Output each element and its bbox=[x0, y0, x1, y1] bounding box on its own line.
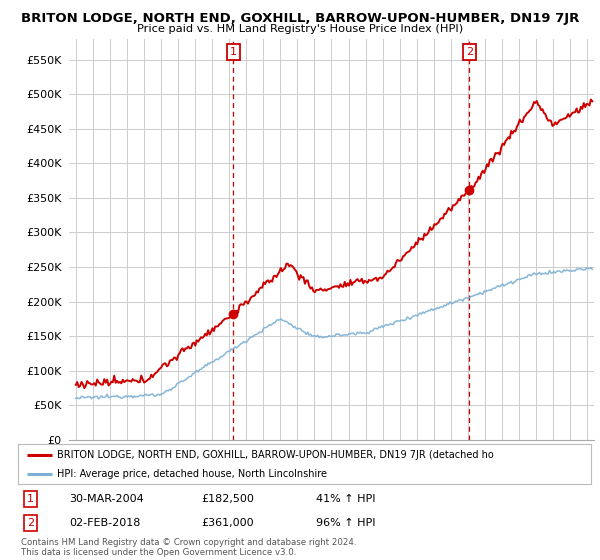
Text: £182,500: £182,500 bbox=[202, 494, 254, 503]
Text: 2: 2 bbox=[466, 47, 473, 57]
Text: Price paid vs. HM Land Registry's House Price Index (HPI): Price paid vs. HM Land Registry's House … bbox=[137, 24, 463, 34]
Text: BRITON LODGE, NORTH END, GOXHILL, BARROW-UPON-HUMBER, DN19 7JR (detached ho: BRITON LODGE, NORTH END, GOXHILL, BARROW… bbox=[57, 450, 494, 460]
Text: 1: 1 bbox=[27, 494, 34, 503]
Text: Contains HM Land Registry data © Crown copyright and database right 2024.
This d: Contains HM Land Registry data © Crown c… bbox=[21, 538, 356, 557]
Text: BRITON LODGE, NORTH END, GOXHILL, BARROW-UPON-HUMBER, DN19 7JR: BRITON LODGE, NORTH END, GOXHILL, BARROW… bbox=[21, 12, 579, 25]
Text: 96% ↑ HPI: 96% ↑ HPI bbox=[316, 518, 376, 528]
Text: 1: 1 bbox=[230, 47, 237, 57]
Text: 02-FEB-2018: 02-FEB-2018 bbox=[70, 518, 141, 528]
Text: £361,000: £361,000 bbox=[202, 518, 254, 528]
Text: HPI: Average price, detached house, North Lincolnshire: HPI: Average price, detached house, Nort… bbox=[57, 469, 327, 478]
Text: 30-MAR-2004: 30-MAR-2004 bbox=[70, 494, 145, 503]
Text: 41% ↑ HPI: 41% ↑ HPI bbox=[316, 494, 376, 503]
Text: 2: 2 bbox=[27, 518, 34, 528]
